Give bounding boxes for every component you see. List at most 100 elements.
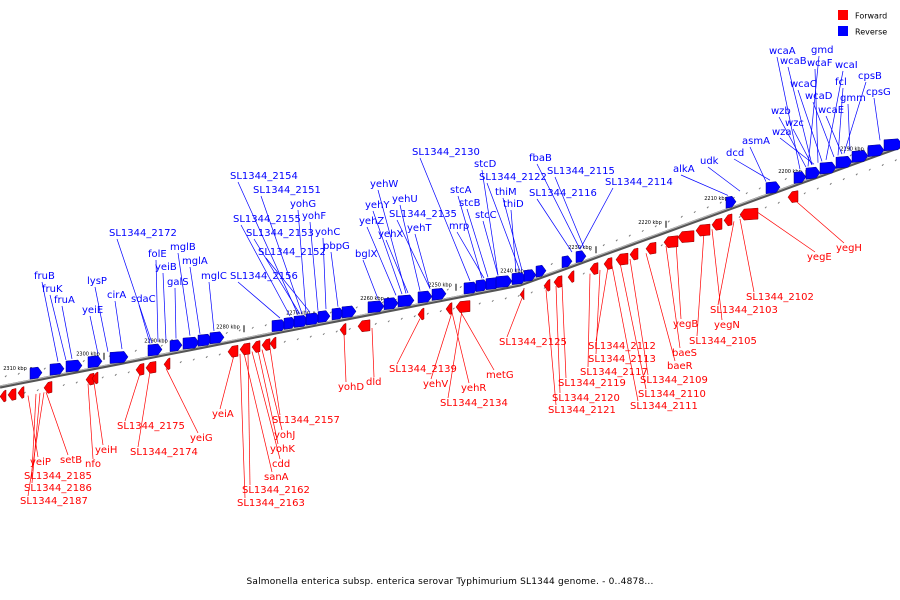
- leader-line: [536, 163, 581, 250]
- reverse-gene-label: stcD: [474, 159, 497, 170]
- leader-line: [322, 237, 327, 310]
- forward-gene-arrow: [553, 275, 563, 288]
- forward-gene-label: SL1344_2186: [24, 483, 92, 494]
- forward-gene-label: SL1344_2121: [548, 405, 616, 416]
- reverse-gene-label: fruK: [42, 284, 63, 295]
- minor-tick: [127, 371, 130, 374]
- reverse-gene-label: fbaB: [529, 153, 552, 164]
- forward-gene-label: SL1344_2157: [272, 415, 340, 426]
- minor-tick: [205, 355, 208, 359]
- minor-tick: [251, 326, 254, 329]
- minor-tick: [894, 159, 897, 162]
- reverse-gene-label: alkA: [673, 164, 695, 175]
- leader-line: [847, 103, 851, 152]
- forward-gene-label: cdd: [272, 459, 290, 470]
- leader-line: [792, 128, 813, 166]
- forward-gene-label: SL1344_2109: [640, 375, 708, 386]
- minor-tick: [446, 288, 449, 291]
- reverse-gene-label: asmA: [742, 136, 770, 147]
- reverse-gene-label: cirA: [107, 290, 126, 301]
- minor-tick: [218, 353, 221, 356]
- reverse-gene-label: SL1344_2152: [258, 247, 326, 258]
- forward-gene-label: yeiP: [30, 457, 51, 468]
- leader-line: [595, 266, 609, 342]
- minor-tick: [36, 389, 39, 392]
- legend: Forward Reverse: [838, 10, 887, 37]
- reverse-gene-label: wzb: [771, 106, 791, 117]
- reverse-gene-label: thiD: [503, 199, 524, 210]
- forward-gene-label: SL1344_2162: [242, 485, 310, 496]
- minor-tick: [17, 372, 20, 375]
- leader-line: [778, 116, 807, 168]
- leader-line: [502, 197, 523, 271]
- reverse-gene-label: wcaF: [807, 58, 833, 69]
- backbone-line: [0, 145, 900, 389]
- minor-tick: [849, 154, 852, 157]
- minor-tick: [459, 285, 462, 289]
- leader-line: [825, 115, 843, 155]
- forward-gene-arrow: [239, 342, 251, 356]
- minor-tick: [381, 301, 384, 304]
- leader-line: [873, 97, 881, 141]
- minor-tick: [225, 331, 228, 335]
- backbone: [0, 145, 900, 389]
- leader-line: [330, 251, 339, 307]
- leader-lines: [27, 55, 881, 499]
- reverse-gene-label: sdaC: [131, 294, 156, 305]
- leader-line: [385, 239, 409, 294]
- minor-tick: [654, 225, 657, 228]
- minor-tick: [868, 168, 871, 171]
- reverse-gene-label: wcaD: [805, 91, 833, 102]
- kbp-tick-label: 2300 kbp: [76, 352, 100, 358]
- minor-tick: [114, 373, 117, 376]
- reverse-gene-arrow: [867, 144, 885, 157]
- forward-gene-arrow: [455, 300, 471, 313]
- minor-tick: [641, 229, 644, 233]
- leader-line: [456, 231, 485, 279]
- reverse-gene-label: mglA: [182, 256, 208, 267]
- legend-forward-swatch: [838, 10, 848, 20]
- leader-line: [93, 382, 104, 446]
- leader-line: [87, 383, 94, 460]
- leader-line: [579, 187, 614, 250]
- leader-line: [707, 166, 741, 192]
- forward-gene-arrow: [739, 207, 759, 221]
- minor-tick: [615, 239, 618, 242]
- forward-gene-label: SL1344_2102: [746, 292, 814, 303]
- reverse-gene-label: yehT: [407, 223, 432, 234]
- reverse-gene-label: fruA: [54, 295, 75, 306]
- minor-tick: [660, 244, 663, 247]
- leader-line: [31, 393, 41, 484]
- minor-tick: [784, 177, 787, 181]
- forward-gene-label: SL1344_2112: [588, 341, 656, 352]
- forward-gene-label: SL1344_2105: [689, 336, 757, 347]
- minor-tick: [43, 367, 46, 370]
- kbp-ticks: 2190 kbp 2200 kbp 2210 kbp 2220 kbp 2230 kbp…: [3, 140, 897, 397]
- reverse-gene-arrow: [851, 150, 869, 163]
- leader-line: [89, 315, 99, 354]
- minor-tick: [62, 383, 65, 387]
- forward-gene-arrow: [589, 262, 599, 275]
- reverse-gene-label: SL1344_2154: [230, 171, 298, 182]
- leader-line: [482, 220, 499, 276]
- leader-line: [239, 353, 246, 499]
- leader-line: [645, 253, 676, 362]
- forward-gene-label: yeiA: [212, 409, 234, 420]
- forward-gene-arrow: [339, 322, 347, 336]
- reverse-gene-label: SL1344_2130: [412, 147, 480, 158]
- reverse-gene-label: gmd: [811, 45, 833, 56]
- reverse-gene-label: lysP: [87, 276, 107, 287]
- forward-gene-arrow: [43, 381, 53, 394]
- minor-tick: [842, 178, 845, 181]
- reverse-gene-label: wcaA: [769, 46, 796, 57]
- reverse-gene-label: SL1344_2135: [389, 209, 457, 220]
- leader-line: [189, 266, 201, 334]
- reverse-gene-label: wza: [772, 127, 792, 138]
- leader-line: [372, 210, 403, 295]
- forward-gene-label: SL1344_2125: [499, 337, 567, 348]
- reverse-gene-label: thiM: [495, 187, 517, 198]
- forward-gene-label: metG: [486, 370, 514, 381]
- reverse-gene-arrow: [575, 250, 587, 263]
- minor-tick: [667, 220, 670, 223]
